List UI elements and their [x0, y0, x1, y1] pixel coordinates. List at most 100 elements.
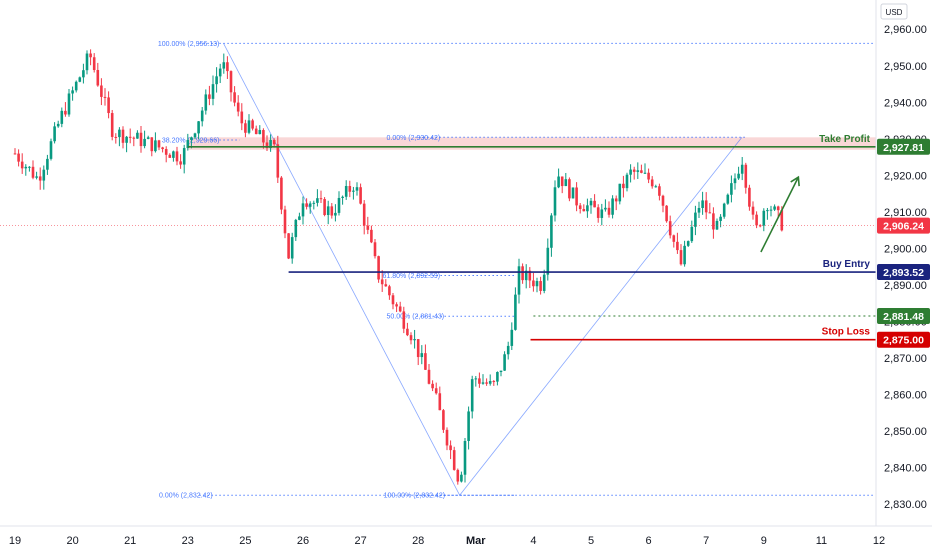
candle-body	[420, 353, 424, 358]
candle-body	[445, 429, 449, 446]
candle-body	[470, 379, 474, 412]
time-axis[interactable]: 19 20 21 23 25 26 27 28 Mar 4 5 6 7 9 11 12	[9, 535, 885, 547]
candle-body	[150, 137, 154, 152]
level-price-badge	[877, 264, 930, 281]
candle-body	[719, 216, 722, 221]
candle-body	[467, 411, 470, 442]
candle-body	[406, 328, 409, 336]
candle-body	[172, 151, 175, 158]
candle-body	[139, 132, 143, 147]
currency-badge[interactable]: USD	[880, 3, 908, 20]
candle-body	[438, 393, 442, 411]
fib-level-label: 0.00% (2,832.42)	[159, 493, 213, 500]
candle-body	[701, 200, 704, 208]
candle-body	[290, 237, 294, 259]
price-tick-label: 2,960.00	[884, 24, 927, 36]
candle-body	[672, 235, 676, 242]
candle-body	[546, 247, 550, 275]
candle-body	[679, 250, 683, 265]
candle-body	[434, 388, 438, 394]
candle-body	[391, 295, 395, 305]
candle-body	[575, 187, 578, 206]
candle-body	[125, 136, 128, 143]
candle-body	[370, 229, 373, 243]
candle-body	[402, 311, 406, 329]
candle-body	[694, 212, 697, 227]
candle-body	[269, 140, 272, 149]
fibonacci-layer: 100.00% (2,956.13) 0.00% (2,832.42) 0.00% …	[158, 41, 874, 500]
candle-body	[769, 209, 773, 211]
candle-body	[413, 339, 416, 341]
candle-body	[773, 206, 776, 210]
time-tick-label: 7	[703, 535, 709, 547]
candle-body	[780, 210, 784, 231]
candle-body	[218, 68, 222, 77]
candle-body	[539, 281, 542, 291]
candle-body	[578, 205, 582, 209]
level-price-badge	[877, 138, 930, 155]
candle-body	[67, 93, 71, 115]
candle-body	[262, 130, 265, 143]
candle-body	[128, 136, 132, 138]
candle-body	[481, 382, 485, 384]
candles-layer	[13, 49, 784, 485]
price-tick-label: 2,950.00	[884, 61, 927, 73]
candle-body	[96, 69, 100, 86]
candle-body	[24, 166, 28, 169]
time-tick-label: 23	[182, 535, 194, 547]
candle-body	[143, 138, 146, 147]
bullish-arrow-head	[790, 175, 800, 187]
candle-body	[665, 205, 668, 222]
level-annotation: Buy Entry	[823, 259, 871, 270]
candle-body	[751, 206, 755, 215]
candle-body	[650, 179, 654, 187]
candle-body	[604, 207, 607, 210]
candle-body	[676, 241, 679, 251]
candle-body	[632, 169, 636, 172]
candle-body	[690, 226, 694, 242]
candle-body	[524, 270, 528, 281]
candle-body	[704, 200, 708, 213]
level-price-badge	[877, 308, 930, 325]
candle-body	[661, 195, 665, 206]
candle-body	[175, 151, 179, 162]
level-price-badge-label: 2,881.48	[883, 311, 924, 323]
candle-body	[316, 198, 319, 203]
candle-body	[49, 141, 53, 159]
candle-body	[326, 206, 330, 216]
price-badges-layer: 2,927.81 2,893.52 2,881.48 2,875.00 2,906.24	[877, 138, 930, 348]
candle-body	[258, 130, 262, 135]
fib-level-label: 38.20% (2,929.66)	[162, 138, 220, 145]
candle-body	[456, 469, 460, 482]
candle-body	[200, 110, 204, 122]
candle-body	[697, 207, 701, 213]
candle-body	[395, 304, 398, 307]
candle-body	[308, 203, 312, 207]
candle-body	[643, 172, 647, 174]
time-tick-label: 25	[239, 535, 251, 547]
candle-body	[744, 164, 748, 188]
candle-body	[733, 178, 737, 184]
candle-body	[240, 111, 244, 124]
candle-body	[640, 170, 643, 173]
candle-body	[179, 161, 182, 165]
level-price-badge-label: 2,927.81	[883, 142, 924, 154]
candle-body	[251, 120, 254, 129]
time-tick-label: 9	[761, 535, 767, 547]
candle-body	[629, 169, 632, 175]
candle-body	[499, 370, 503, 373]
price-tick-label: 2,890.00	[884, 280, 927, 292]
candle-body	[56, 123, 60, 127]
candle-body	[503, 354, 506, 371]
candle-body	[611, 198, 614, 215]
candle-body	[409, 335, 413, 341]
candle-body	[132, 137, 136, 139]
time-tick-label: Mar	[466, 535, 486, 547]
candle-body	[85, 53, 89, 71]
candle-body	[553, 187, 557, 216]
candle-body	[247, 120, 251, 133]
candle-body	[208, 94, 211, 99]
candle-body	[647, 172, 650, 180]
time-tick-label: 5	[588, 535, 594, 547]
